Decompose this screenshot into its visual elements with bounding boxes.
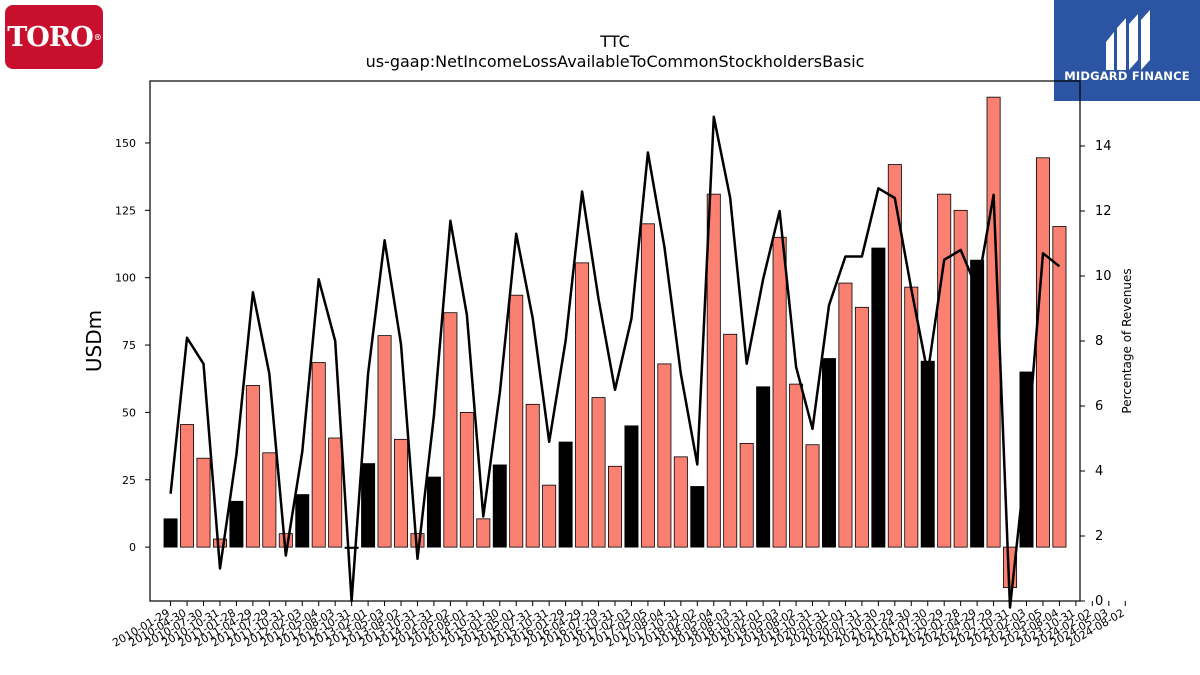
chart: 0255075100125150024681012142010-01-29201… bbox=[0, 0, 1200, 675]
bar bbox=[296, 495, 309, 548]
bar bbox=[526, 404, 539, 547]
y-tick-label: 150 bbox=[115, 137, 136, 150]
bar bbox=[658, 364, 671, 547]
bar bbox=[707, 194, 720, 547]
bar bbox=[806, 445, 819, 547]
bar bbox=[427, 477, 440, 547]
y-tick-label: 75 bbox=[122, 339, 136, 352]
bar bbox=[789, 384, 802, 547]
bar bbox=[855, 307, 868, 547]
bar bbox=[493, 465, 506, 547]
bar bbox=[362, 464, 375, 548]
bar bbox=[197, 458, 210, 547]
bar bbox=[559, 442, 572, 547]
bar bbox=[674, 457, 687, 547]
y-tick-label: 25 bbox=[122, 474, 136, 487]
bar bbox=[246, 385, 259, 547]
bar bbox=[378, 336, 391, 548]
bar bbox=[394, 439, 407, 547]
y-axis-label: USDm bbox=[82, 310, 106, 372]
bar bbox=[1053, 226, 1066, 547]
y2-tick-label: 2 bbox=[1095, 529, 1103, 544]
y2-tick-label: 8 bbox=[1095, 334, 1103, 349]
bar bbox=[872, 248, 885, 547]
y2-axis-label: Percentage of Revenues bbox=[1120, 268, 1134, 413]
bar bbox=[1036, 158, 1049, 547]
bar bbox=[510, 295, 523, 547]
y2-tick-label: 10 bbox=[1095, 269, 1112, 284]
y2-tick-label: 6 bbox=[1095, 399, 1103, 414]
bar bbox=[691, 486, 704, 547]
y-tick-label: 100 bbox=[115, 272, 136, 285]
bar bbox=[460, 412, 473, 547]
bar bbox=[312, 363, 325, 548]
bar bbox=[740, 443, 753, 547]
y-tick-label: 50 bbox=[122, 406, 136, 419]
bar bbox=[921, 361, 934, 547]
bar bbox=[971, 260, 984, 547]
y-tick-label: 125 bbox=[115, 204, 136, 217]
bar bbox=[608, 466, 621, 547]
bar bbox=[180, 425, 193, 548]
bar bbox=[592, 398, 605, 548]
bar bbox=[477, 519, 490, 547]
y-tick-label: 0 bbox=[129, 541, 136, 554]
bar bbox=[329, 438, 342, 547]
bar bbox=[164, 519, 177, 547]
bar bbox=[938, 194, 951, 547]
bar bbox=[230, 501, 243, 547]
bar bbox=[444, 313, 457, 547]
bar bbox=[822, 359, 835, 548]
bar bbox=[773, 237, 786, 547]
y2-tick-label: 14 bbox=[1095, 139, 1112, 154]
y2-tick-label: 12 bbox=[1095, 204, 1112, 219]
bar bbox=[757, 387, 770, 547]
bar bbox=[543, 485, 556, 547]
y2-tick-label: 4 bbox=[1095, 464, 1103, 479]
bar bbox=[575, 263, 588, 547]
bar bbox=[641, 224, 654, 547]
bar bbox=[263, 453, 276, 547]
bar bbox=[839, 283, 852, 547]
bar bbox=[625, 426, 638, 547]
bar bbox=[905, 287, 918, 547]
bar bbox=[724, 334, 737, 547]
